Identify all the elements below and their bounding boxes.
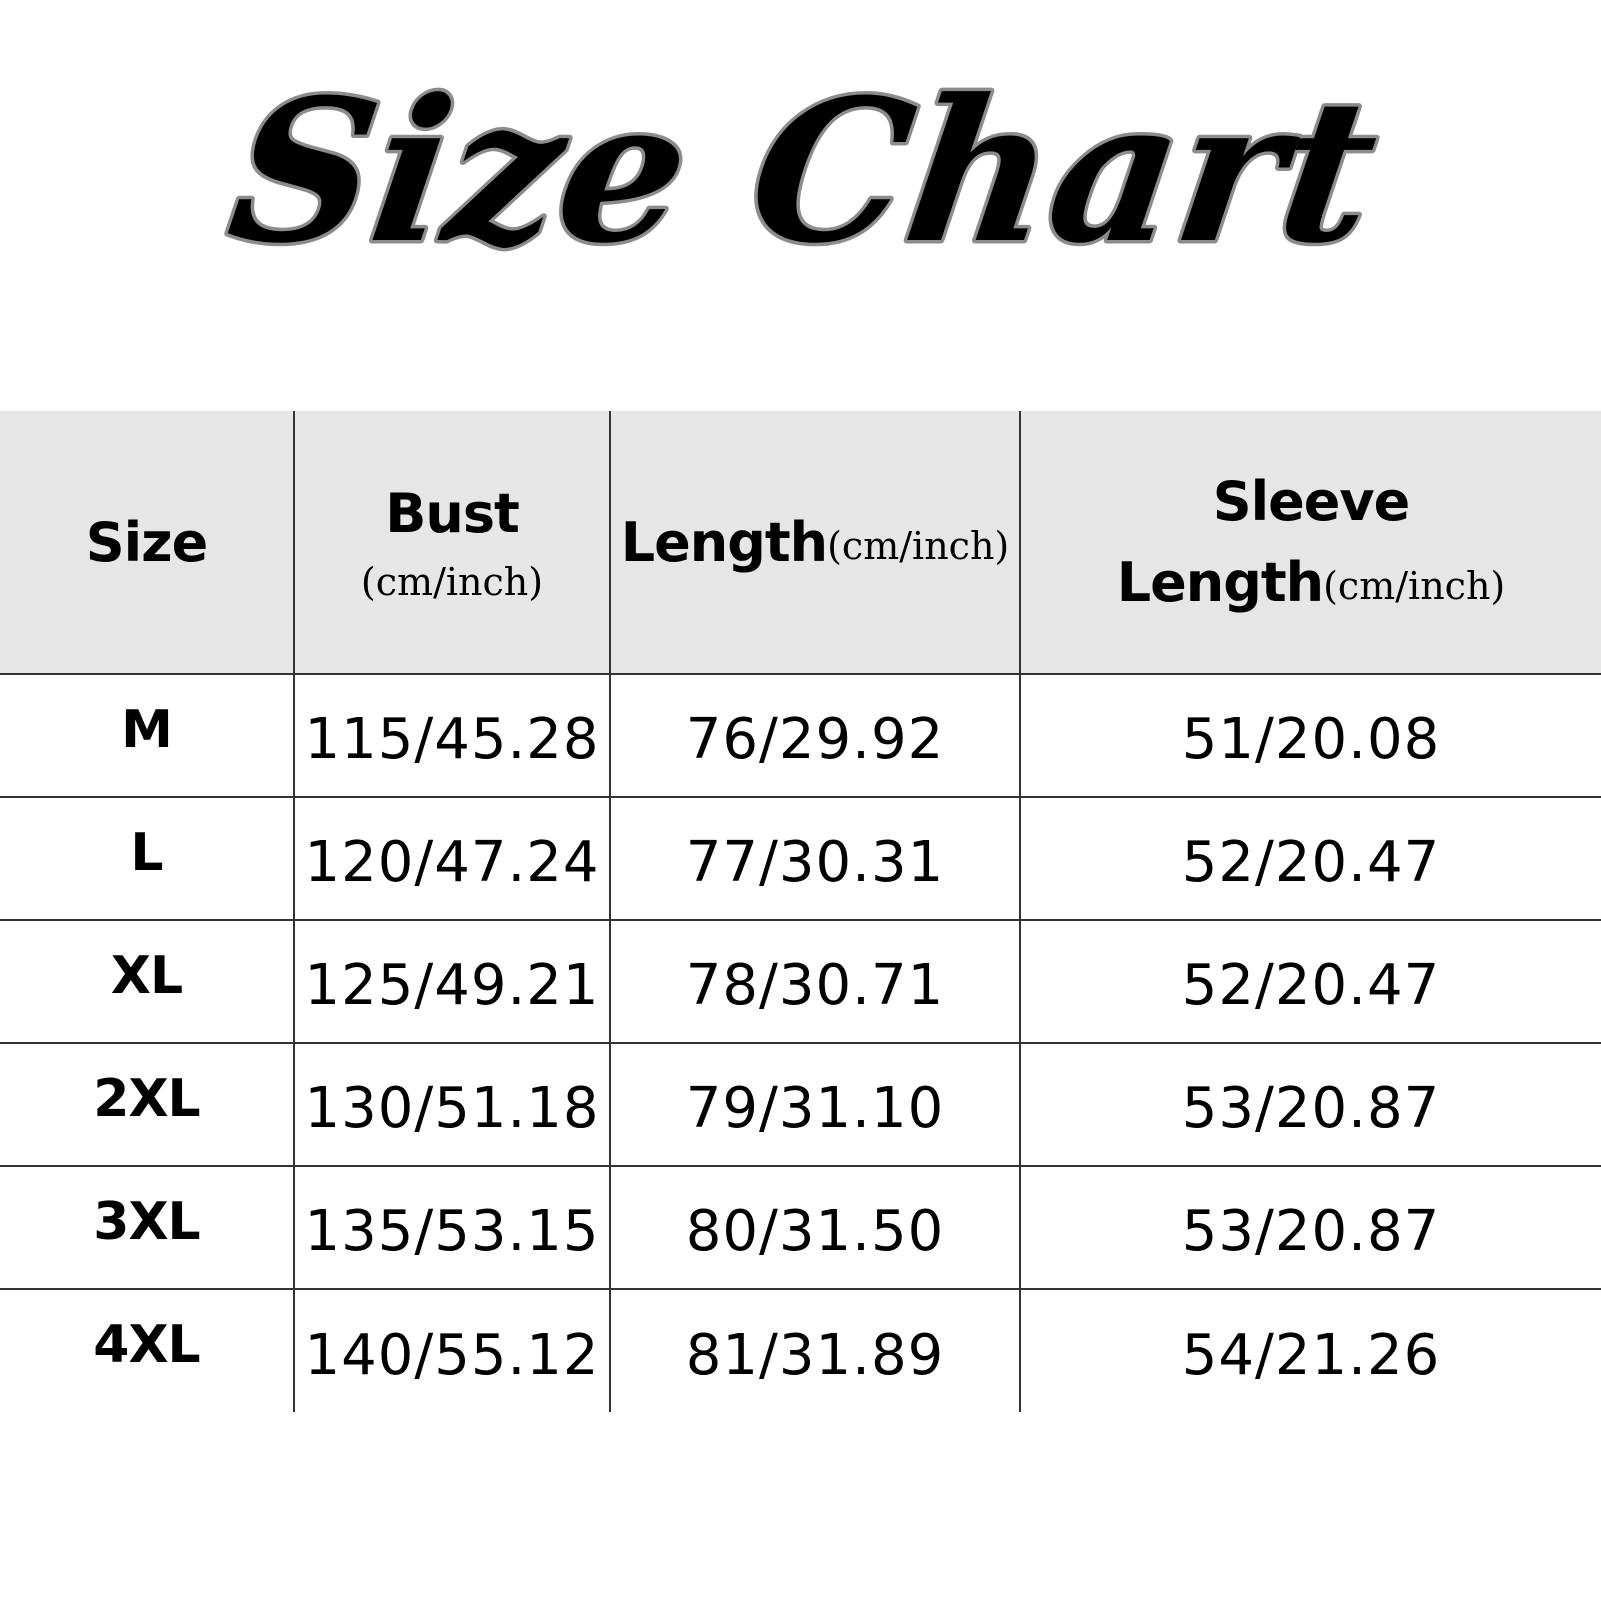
length-cell: 76/29.92 xyxy=(609,674,1020,798)
bust-cell: 135/53.15 xyxy=(293,1166,610,1290)
table-row: 4XL 140/55.12 81/31.89 54/21.26 xyxy=(0,1289,1601,1412)
header-length: Length(cm/inch) xyxy=(609,411,1020,675)
bust-cell: 130/51.18 xyxy=(293,1043,610,1167)
length-cell: 77/30.31 xyxy=(609,797,1020,921)
header-length-label: Length xyxy=(620,510,828,574)
sleeve-cell: 53/20.87 xyxy=(1019,1043,1601,1167)
bust-cell: 115/45.28 xyxy=(293,674,610,798)
length-cell: 79/31.10 xyxy=(609,1043,1020,1167)
table-row: M 115/45.28 76/29.92 51/20.08 xyxy=(0,674,1601,798)
page-title: Size Chart xyxy=(0,55,1601,305)
table-row: 3XL 135/53.15 80/31.50 53/20.87 xyxy=(0,1166,1601,1290)
header-bust-unit: (cm/inch) xyxy=(360,560,544,604)
sleeve-cell: 53/20.87 xyxy=(1019,1166,1601,1290)
length-cell: 78/30.71 xyxy=(609,920,1020,1044)
header-size: Size xyxy=(0,411,294,675)
header-bust-label: Bust xyxy=(385,482,520,545)
sleeve-cell: 52/20.47 xyxy=(1019,797,1601,921)
sleeve-cell: 52/20.47 xyxy=(1019,920,1601,1044)
title-text: Size Chart xyxy=(218,57,1390,287)
size-cell: 4XL xyxy=(93,1315,200,1375)
size-table: Size Bust (cm/inch) Length(cm/inch) Slee… xyxy=(0,411,1601,1412)
header-bust: Bust (cm/inch) xyxy=(293,411,610,675)
length-cell: 80/31.50 xyxy=(609,1166,1020,1290)
size-cell: 2XL xyxy=(0,1043,294,1167)
table-header-row: Size Bust (cm/inch) Length(cm/inch) Slee… xyxy=(0,411,1601,675)
size-cell: 3XL xyxy=(0,1166,294,1290)
bust-cell: 140/55.12 xyxy=(293,1289,610,1412)
header-size-label: Size xyxy=(85,510,208,574)
header-length-unit: (cm/inch) xyxy=(827,523,1010,568)
size-cell: L xyxy=(0,797,294,921)
header-sleeve-unit: (cm/inch) xyxy=(1323,564,1506,608)
header-sleeve-label: Length xyxy=(1116,551,1324,614)
bust-cell: 125/49.21 xyxy=(293,920,610,1044)
sleeve-cell: 54/21.26 xyxy=(1019,1289,1601,1412)
header-sleeve-line1: Sleeve xyxy=(1212,470,1410,533)
title-graphic: Size Chart xyxy=(214,55,1393,290)
table-row: XL 125/49.21 78/30.71 52/20.47 xyxy=(0,920,1601,1044)
header-sleeve-length: Sleeve Length(cm/inch) xyxy=(1019,411,1601,675)
length-cell: 81/31.89 xyxy=(609,1289,1020,1412)
sleeve-cell: 51/20.08 xyxy=(1019,674,1601,798)
table-row: 2XL 130/51.18 79/31.10 53/20.87 xyxy=(0,1043,1601,1167)
bust-cell: 120/47.24 xyxy=(293,797,610,921)
table-row: L 120/47.24 77/30.31 52/20.47 xyxy=(0,797,1601,921)
size-cell: M xyxy=(0,674,294,798)
size-cell: XL xyxy=(0,920,294,1044)
